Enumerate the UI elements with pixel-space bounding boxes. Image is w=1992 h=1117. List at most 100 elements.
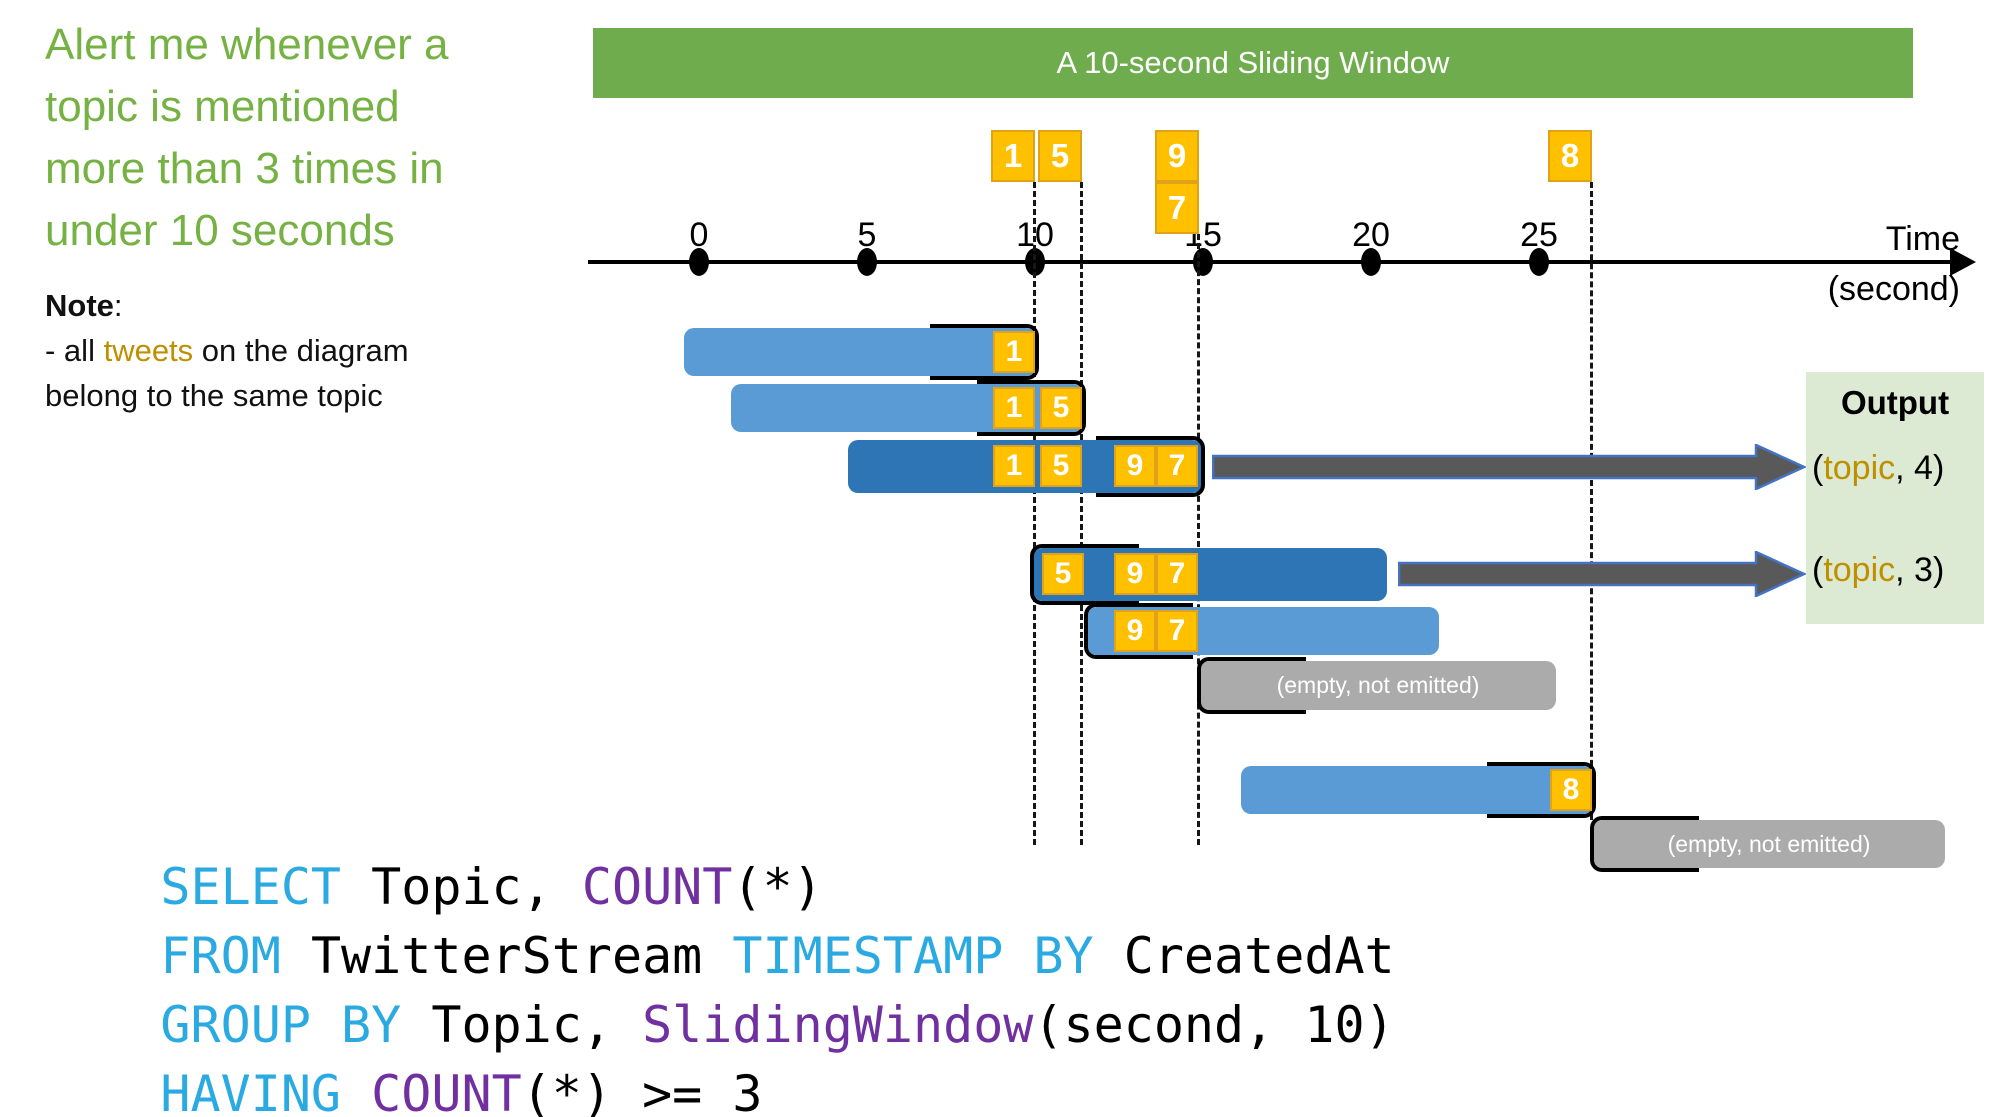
sql-token: (*): [732, 858, 823, 916]
sql-token: [341, 1065, 371, 1117]
window-open-bracket: [1030, 544, 1139, 605]
result-paren: (: [1812, 551, 1824, 589]
sql-line-1: SELECT Topic, COUNT(*): [40, 800, 823, 974]
tick-label-5: 5: [857, 216, 877, 254]
window-close-bracket: [930, 324, 1039, 380]
window-bar-4: 5 9 7: [1030, 544, 1387, 605]
output-arrow-1: [1212, 444, 1806, 490]
tick-dot-25: [1529, 248, 1549, 276]
window-bar-3: 1 5 9 7: [848, 436, 1205, 497]
note-highlight: tweets: [103, 333, 194, 368]
sql-line-3: GROUP BY Topic, SlidingWindow(second, 10…: [40, 938, 1395, 1112]
tweet-marker-7: 7: [1156, 553, 1198, 595]
window-bar-8-empty: (empty, not emitted): [1590, 816, 1945, 872]
window-bar-1: 1: [684, 324, 1039, 380]
note-title: Note: [45, 288, 114, 323]
headline-line: Alert me whenever a: [45, 20, 449, 69]
result-topic: topic: [1823, 449, 1896, 487]
empty-window-label: (empty, not emitted): [1667, 830, 1871, 857]
sql-token: Topic,: [401, 996, 643, 1054]
headline-line: under 10 seconds: [45, 206, 395, 255]
result-paren: (: [1812, 449, 1824, 487]
window-close-bracket: [1487, 762, 1596, 818]
tweet-marker-5: 5: [1040, 387, 1082, 429]
result-count: , 3): [1895, 551, 1945, 589]
sql-token: CreatedAt: [1093, 927, 1395, 985]
event-line-9-7: [1197, 234, 1200, 845]
sql-token: FROM: [160, 927, 281, 985]
note-colon: :: [113, 288, 123, 323]
tick-label-20: 20: [1352, 216, 1390, 254]
sql-token: TwitterStream: [280, 927, 733, 985]
note-suffix: on the diagram: [193, 333, 409, 368]
result-topic: topic: [1823, 551, 1896, 589]
tweet-marker-5: 5: [1040, 445, 1082, 487]
note: Note: - all tweets on the diagram belong…: [45, 283, 525, 418]
sql-token: COUNT: [581, 858, 733, 916]
tweet-marker-9: 9: [1114, 610, 1156, 652]
tweet-marker-9: 9: [1114, 445, 1156, 487]
sql-token: COUNT: [371, 1065, 522, 1117]
note-prefix: - all: [45, 333, 104, 368]
event-marker-7: 7: [1155, 182, 1199, 234]
axis-label-second: (second): [1827, 270, 1960, 308]
tweet-marker-9: 9: [1114, 553, 1156, 595]
window-close-bracket: [977, 380, 1086, 436]
tweet-marker-1: 1: [993, 331, 1035, 373]
tweet-marker-7: 7: [1156, 610, 1198, 652]
sql-token: (*) >= 3: [521, 1065, 763, 1117]
event-line-1: [1033, 182, 1036, 845]
sql-line-2: FROM TwitterStream TIMESTAMP BY CreatedA…: [40, 869, 1395, 1043]
timeline-axis: [588, 260, 1954, 264]
sql-line-4: HAVING COUNT(*) >= 3: [40, 1007, 763, 1117]
event-marker-8: 8: [1548, 130, 1592, 182]
output-result-2: (topic, 3): [1812, 551, 1992, 590]
window-open-bracket: [1197, 657, 1306, 714]
tick-dot-5: [857, 248, 877, 276]
tick-dot-20: [1361, 248, 1381, 276]
output-box: [1806, 372, 1984, 624]
empty-window-label: (empty, not emitted): [1276, 672, 1480, 698]
headline-line: topic is mentioned: [45, 82, 400, 131]
sql-token: GROUP BY: [160, 996, 402, 1054]
window-bar-6-empty: (empty, not emitted): [1197, 657, 1556, 714]
note-title-line: Note:: [45, 283, 525, 328]
tweet-marker-1: 1: [993, 445, 1035, 487]
sql-token: (second, 10): [1033, 996, 1395, 1054]
output-title: Output: [1840, 384, 1950, 421]
event-line-5: [1080, 182, 1083, 845]
event-marker-9: 9: [1155, 130, 1199, 182]
event-line-8: [1590, 182, 1593, 820]
event-marker-1: 1: [991, 130, 1035, 182]
event-marker-5: 5: [1038, 130, 1082, 182]
result-count: , 4): [1895, 449, 1945, 487]
headline: Alert me whenever a topic is mentioned m…: [45, 14, 565, 262]
tick-label-25: 25: [1520, 216, 1558, 254]
tweet-marker-1: 1: [993, 387, 1035, 429]
sql-token: HAVING: [160, 1065, 342, 1117]
timeline-arrowhead-icon: [1950, 248, 1976, 276]
output-arrow-2: [1398, 551, 1806, 597]
axis-label-time: Time: [1885, 220, 1960, 258]
window-bar-5: 9 7: [1084, 603, 1439, 659]
tick-dot-0: [689, 248, 709, 276]
tick-label-0: 0: [689, 216, 709, 254]
sql-token: SlidingWindow: [642, 996, 1034, 1054]
window-open-bracket: [1590, 816, 1699, 872]
window-bar-2: 1 5: [731, 380, 1086, 436]
output-result-1: (topic, 4): [1812, 449, 1992, 488]
window-close-bracket: [1096, 436, 1205, 497]
note-line-2: belong to the same topic: [45, 378, 383, 413]
window-bar-7: 8: [1241, 762, 1596, 818]
note-line-1: - all tweets on the diagram: [45, 328, 525, 373]
sql-token: SELECT: [160, 858, 342, 916]
tweet-marker-5: 5: [1042, 553, 1084, 595]
sql-token: Topic,: [341, 858, 582, 916]
tweet-marker-8: 8: [1550, 769, 1592, 811]
sql-token: TIMESTAMP BY: [732, 927, 1094, 985]
sliding-window-banner: A 10-second Sliding Window: [593, 28, 1913, 98]
tweet-marker-7: 7: [1156, 445, 1198, 487]
headline-line: more than 3 times in: [45, 144, 444, 193]
window-open-bracket: [1084, 603, 1193, 659]
